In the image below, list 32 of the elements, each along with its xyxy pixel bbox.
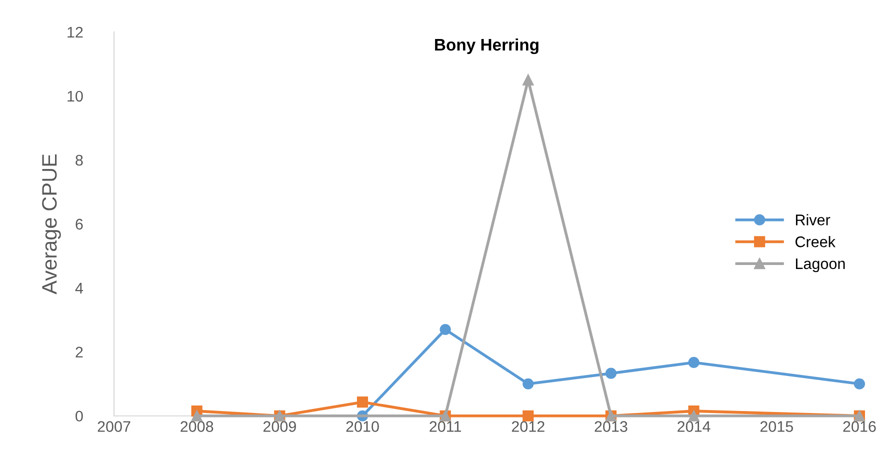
x-tick-label: 2016 (843, 421, 876, 432)
point (522, 74, 534, 86)
y-tick-label: 2 (76, 346, 83, 358)
chart-title: Bony Herring (435, 38, 538, 54)
point (688, 356, 700, 368)
point (688, 410, 700, 422)
point (440, 324, 451, 336)
x-tick-label: 2015 (760, 421, 793, 432)
legend-label: Lagoon (796, 258, 845, 272)
x-tick-label: 2014 (678, 421, 710, 432)
x-tick-label: 2010 (346, 421, 379, 432)
y-tick-label: 4 (75, 282, 84, 294)
y-axis-title: Average CPUE (42, 154, 61, 294)
x-tick-label: 2012 (512, 421, 544, 432)
y-tick-label: 6 (76, 218, 83, 230)
point (356, 396, 368, 408)
x-tick-label: 2011 (430, 421, 462, 432)
y-tick-label: 12 (68, 26, 83, 38)
point (191, 410, 202, 422)
point (522, 410, 534, 422)
point (522, 378, 534, 390)
point (605, 368, 617, 379)
x-tick-label: 2009 (263, 421, 296, 432)
legend-label: River (796, 214, 830, 226)
x-tick-label: 2008 (180, 421, 214, 432)
x-tick-label: 2007 (98, 421, 130, 432)
point (854, 378, 866, 390)
y-tick-label: 0 (76, 410, 83, 422)
x-tick-label: 2013 (594, 421, 628, 432)
y-tick-label: 8 (76, 154, 83, 166)
legend-label: Creek (796, 236, 836, 248)
y-tick-label: 10 (68, 90, 83, 102)
